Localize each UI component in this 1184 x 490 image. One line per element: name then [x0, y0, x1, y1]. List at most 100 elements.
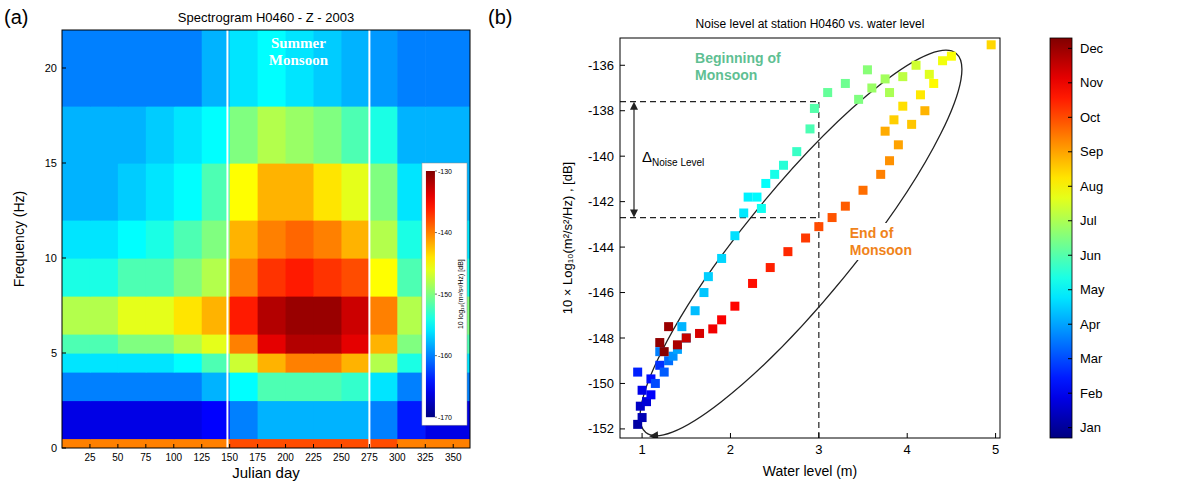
y-tick — [620, 201, 625, 202]
heat-cell — [341, 30, 370, 107]
data-point — [920, 106, 929, 115]
data-point — [823, 88, 832, 97]
heat-cell — [174, 220, 203, 259]
heat-cell — [90, 439, 119, 449]
colorbar-tick — [1068, 393, 1072, 394]
colorbar-tick-label: -130 — [438, 168, 452, 175]
heat-cell — [369, 220, 398, 259]
x-tick — [173, 444, 174, 448]
x-tick — [229, 444, 230, 448]
data-point — [810, 104, 819, 113]
x-tick-label: 2 — [727, 442, 734, 457]
heat-cell — [341, 220, 370, 259]
colorbar-tick — [435, 232, 437, 233]
data-point — [792, 147, 801, 156]
heat-cell — [90, 258, 119, 297]
data-point — [938, 56, 947, 65]
heat-cell — [230, 163, 259, 221]
data-point — [806, 124, 815, 133]
colorbar — [1050, 38, 1072, 438]
plot-frame — [620, 38, 1000, 438]
reference-line — [620, 217, 819, 218]
heat-cell — [341, 163, 370, 221]
data-point — [748, 279, 757, 288]
data-point — [660, 368, 669, 377]
heat-cell — [118, 163, 147, 221]
colorbar-tick — [1068, 324, 1072, 325]
heat-cell — [62, 334, 91, 354]
heat-cell — [62, 296, 91, 335]
heat-cell — [286, 106, 315, 164]
delta-label: ΔNoise Level — [642, 148, 704, 168]
heat-cell — [230, 258, 259, 297]
colorbar-tick — [1068, 48, 1072, 49]
annotation: SummerMonsoon — [269, 35, 329, 68]
heat-cell — [174, 439, 203, 449]
x-tick-label: 3 — [815, 442, 822, 457]
heat-cell — [341, 401, 370, 440]
heat-cell — [369, 439, 398, 449]
heat-cell — [62, 353, 91, 373]
figure: (a) Spectrogram H0460 - Z - 2003 SummerMon… — [0, 0, 1184, 490]
heat-cell — [230, 372, 259, 401]
data-point — [664, 322, 673, 331]
heat-cell — [314, 163, 343, 221]
chart-title: Spectrogram H0460 - Z - 2003 — [178, 10, 354, 25]
x-tick — [341, 444, 342, 448]
text-line: Monsoon — [850, 242, 912, 258]
heat-cell — [258, 353, 287, 373]
data-point — [739, 209, 748, 218]
delta-arrowhead — [630, 102, 638, 110]
y-axis-title: Frequency (Hz) — [11, 191, 27, 287]
label-patch — [692, 48, 784, 85]
heat-cell — [118, 296, 147, 335]
data-point — [770, 170, 779, 179]
x-tick — [369, 444, 370, 448]
x-tick — [397, 444, 398, 448]
heat-cell — [174, 106, 203, 164]
ellipse-arrowhead — [649, 431, 658, 438]
data-point — [898, 72, 907, 81]
text-line: Monsoon — [695, 67, 757, 83]
reference-line — [818, 102, 819, 438]
heat-cell — [341, 353, 370, 373]
heat-cell — [174, 401, 203, 440]
y-tick — [620, 247, 625, 248]
x-tick — [995, 433, 996, 438]
x-axis-title: Julian day — [232, 464, 300, 481]
delta-arrowhead — [630, 210, 638, 218]
heat-cell — [286, 220, 315, 259]
data-point — [876, 170, 885, 179]
x-axis-title: Water level (m) — [763, 463, 857, 479]
heat-cell — [258, 334, 287, 354]
x-tick-label: 150 — [221, 452, 238, 463]
x-tick — [907, 433, 908, 438]
annotation: End ofMonsoon — [850, 225, 912, 258]
data-point — [916, 90, 925, 99]
heat-cell — [62, 106, 91, 164]
colorbar-tick-label: Jul — [1080, 213, 1097, 228]
y-tick — [620, 292, 625, 293]
data-point — [779, 161, 788, 170]
y-tick — [62, 68, 66, 69]
heat-cell — [314, 296, 343, 335]
y-tick — [62, 448, 66, 449]
heat-cell — [62, 163, 91, 221]
data-point — [638, 413, 647, 422]
y-tick-label: 0 — [51, 442, 57, 454]
data-point — [682, 334, 691, 343]
colorbar-tick — [1068, 82, 1072, 83]
data-point — [761, 179, 770, 188]
heat-cell — [118, 439, 147, 449]
heat-cell — [62, 372, 91, 401]
panel-label: (a) — [4, 6, 28, 28]
x-tick — [285, 444, 286, 448]
heat-cell — [230, 334, 259, 354]
y-tick-label: -140 — [588, 149, 614, 164]
heat-cell — [314, 106, 343, 164]
heat-cell — [90, 106, 119, 164]
data-point — [766, 263, 775, 272]
data-point — [885, 88, 894, 97]
heat-cell — [90, 401, 119, 440]
colorbar-tick-label: Nov — [1080, 75, 1104, 90]
